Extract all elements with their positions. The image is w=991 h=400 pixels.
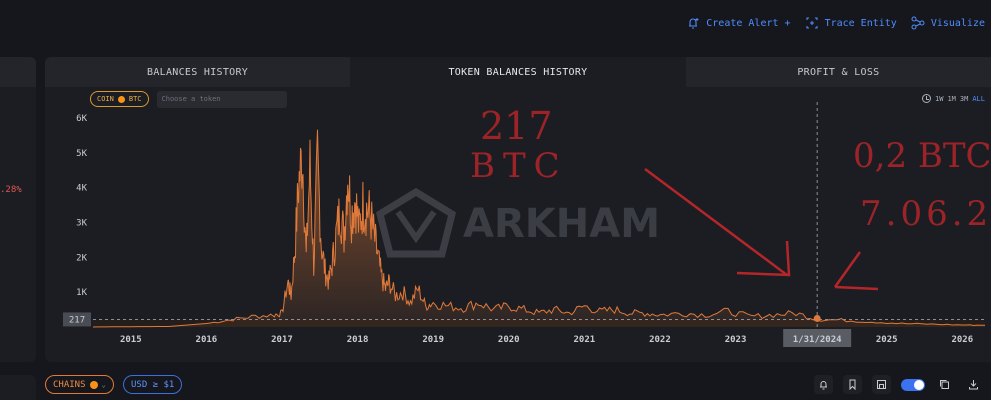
bookmark-icon — [849, 379, 856, 390]
range-3m[interactable]: 3M — [959, 94, 969, 103]
annotation-date: 7.06.24 — [860, 194, 991, 234]
y-tick-label: 6K — [76, 114, 87, 124]
x-tick-label: 2015 — [120, 335, 142, 345]
coin-label: COIN — [97, 95, 114, 103]
history-tabs: BALANCES HISTORY TOKEN BALANCES HISTORY … — [45, 57, 991, 87]
y-tick-label: 2K — [76, 253, 87, 263]
x-axis: 2015 2016 2017 2018 2019 2020 2021 2022 2023 2025… — [120, 335, 973, 345]
tab-profit-loss[interactable]: PROFIT & LOSS — [685, 57, 991, 87]
trace-entity-label: Trace Entity — [824, 17, 897, 29]
left-panel: .28% — [0, 57, 36, 362]
create-alert-button[interactable]: Create Alert + — [686, 16, 791, 30]
token-search-input[interactable] — [156, 90, 287, 108]
chart-toggle[interactable] — [901, 378, 925, 391]
chevron-down-icon: ⌄ — [101, 380, 106, 389]
x-tick-label: 2026 — [951, 335, 973, 345]
y-axis: 6K 5K 4K 3K 2K 1K — [76, 114, 87, 298]
hover-date-box — [783, 329, 852, 347]
tab-token-balances-history[interactable]: TOKEN BALANCES HISTORY — [350, 57, 686, 87]
x-tick-label: 2019 — [422, 335, 444, 345]
bookmark-button[interactable] — [843, 375, 862, 394]
download-button[interactable] — [964, 375, 983, 394]
bottom-bar: CHAINS ⌄ USD ≥ $1 — [0, 372, 991, 400]
annotation-217: 217 — [480, 104, 553, 148]
balance-series-line — [92, 129, 985, 328]
range-1w[interactable]: 1W — [935, 94, 944, 103]
y-tick-label: 5K — [76, 149, 87, 159]
y-tick-label: 1K — [76, 288, 87, 298]
top-bar: Create Alert + Trace Entity Visualize — [0, 0, 991, 52]
visualize-label: Visualize — [930, 17, 985, 29]
time-range-selector: 1W 1M 3M ALL — [922, 94, 985, 103]
x-tick-label: 2022 — [649, 335, 671, 345]
trace-icon — [806, 17, 818, 29]
bell-plus-icon — [689, 18, 699, 29]
balance-area — [92, 129, 985, 328]
annotation-arrow-long-head — [736, 240, 791, 277]
chains-label: CHAINS — [53, 379, 86, 390]
range-1m[interactable]: 1M — [947, 94, 956, 103]
annotation-0-2-btc: 0,2 BTC — [853, 136, 991, 176]
save-button[interactable] — [872, 375, 891, 394]
left-panel-bottom — [0, 375, 36, 400]
save-icon — [877, 380, 886, 389]
trace-entity-button[interactable]: Trace Entity — [805, 16, 897, 30]
chains-filter-pill[interactable]: CHAINS ⌄ — [45, 375, 114, 394]
bottom-toolbar — [814, 375, 983, 394]
alert-button[interactable] — [814, 375, 833, 394]
range-all[interactable]: ALL — [972, 94, 985, 103]
usd-filter-pill[interactable]: USD ≥ $1 — [123, 375, 183, 394]
x-tick-label: 2020 — [498, 335, 520, 345]
handwritten-annotations: 217 BTC 0,2 BTC 7.06.24 — [470, 104, 991, 291]
btc-icon — [117, 95, 125, 103]
x-tick-label: 2017 — [271, 335, 293, 345]
annotation-btc-left: BTC — [470, 146, 568, 186]
watermark-text: ARKHAM — [463, 201, 660, 247]
y-tick-label: 4K — [76, 184, 87, 194]
x-tick-label: 2023 — [725, 335, 747, 345]
y-tick-label: 3K — [76, 219, 87, 229]
hover-point — [813, 314, 821, 322]
copy-button[interactable] — [935, 375, 954, 394]
change-percent: .28% — [0, 185, 22, 195]
x-tick-label: 2025 — [876, 335, 898, 345]
arkham-watermark: ARKHAM — [375, 187, 660, 258]
copy-icon — [940, 380, 949, 389]
download-icon — [969, 380, 978, 390]
create-alert-label: Create Alert + — [706, 17, 791, 29]
annotation-arrow-short — [833, 251, 879, 291]
hover-date-label: 1/31/2024 — [793, 335, 842, 345]
visualize-button[interactable]: Visualize — [911, 16, 985, 30]
tab-balances-history[interactable]: BALANCES HISTORY — [45, 57, 351, 87]
x-tick-label: 2021 — [574, 335, 596, 345]
current-value-label: 217 — [69, 315, 85, 325]
graph-icon — [911, 16, 925, 30]
coin-filter-pill[interactable]: COIN BTC — [90, 91, 149, 107]
btc-chain-icon — [89, 380, 98, 389]
current-value-box — [63, 312, 91, 327]
chart-controls: COIN BTC — [90, 90, 287, 108]
top-actions: Create Alert + Trace Entity Visualize — [686, 16, 985, 30]
annotation-arrow-long — [644, 167, 788, 277]
left-panel-tab[interactable] — [0, 57, 36, 87]
x-tick-label: 2016 — [196, 335, 218, 345]
clock-icon — [922, 94, 932, 103]
coin-value: BTC — [128, 95, 142, 103]
alert-icon — [820, 381, 827, 390]
x-tick-label: 2018 — [347, 335, 369, 345]
balance-chart[interactable]: 6K 5K 4K 3K 2K 1K ARKHAM 2015 2016 2017 2018 2019… — [45, 57, 991, 362]
arkham-logo-icon — [375, 187, 457, 258]
chart-overlay: 217 1/31/2024 — [63, 102, 985, 347]
